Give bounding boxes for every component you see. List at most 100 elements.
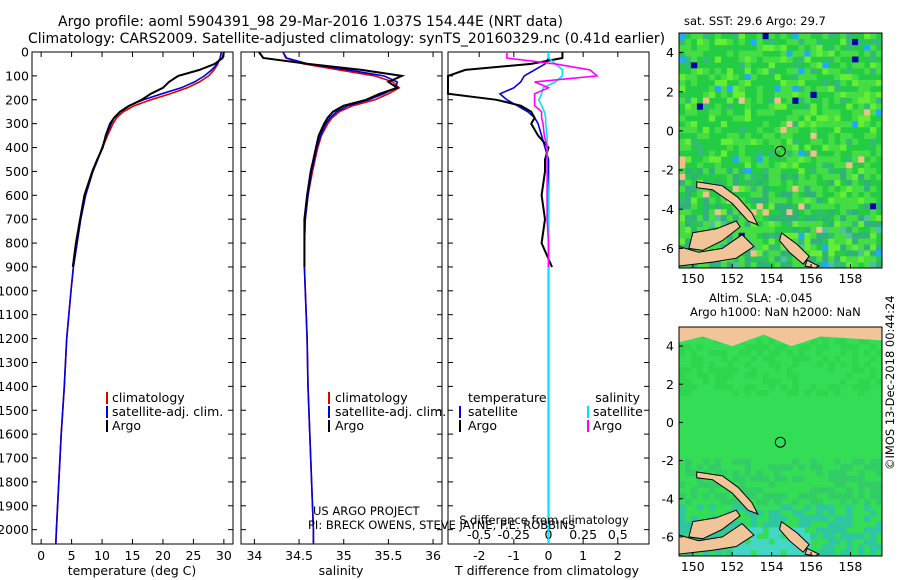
map-cell	[792, 121, 799, 128]
map-cell	[685, 103, 692, 110]
map-cell	[780, 515, 787, 522]
map-cell	[696, 226, 704, 234]
map-cell	[822, 244, 829, 251]
x-tick-label: 158	[839, 559, 863, 574]
map-cell	[744, 56, 751, 63]
map-cell	[870, 97, 877, 104]
map-cell	[852, 355, 859, 362]
map-cell	[816, 464, 823, 471]
map-cell	[762, 344, 769, 351]
map-cell	[810, 238, 817, 245]
map-cell	[876, 378, 883, 385]
map-cell	[744, 68, 751, 75]
map-cell	[864, 85, 871, 93]
x-tick-label: 35.5	[374, 548, 402, 563]
map-cell	[768, 191, 775, 198]
map-cell	[750, 367, 757, 374]
map-cell	[834, 527, 841, 534]
map-cell	[750, 38, 757, 46]
map-cell	[876, 38, 883, 46]
map-cell	[702, 168, 710, 175]
map-cell	[822, 215, 829, 222]
map-cell	[798, 521, 805, 528]
map-cell	[786, 156, 793, 163]
map-cell	[786, 138, 793, 145]
map-cell	[810, 458, 817, 465]
map-cell	[798, 50, 805, 57]
map-cell	[804, 344, 811, 351]
map-cell	[828, 510, 835, 517]
map-cell	[690, 68, 698, 75]
map-cell	[702, 226, 710, 234]
map-cell	[720, 138, 728, 145]
map-cell	[810, 498, 817, 505]
map-cell	[780, 50, 787, 57]
map-cell	[744, 544, 751, 551]
map-cell	[780, 203, 787, 210]
argo-position-marker	[774, 145, 786, 157]
map-cell	[774, 510, 781, 517]
map-cell	[744, 344, 751, 351]
map-cell	[720, 493, 728, 499]
map-cell	[870, 367, 877, 374]
map-cell	[768, 527, 775, 534]
map-cell	[846, 504, 853, 511]
map-cell	[870, 132, 877, 140]
map-cell	[786, 97, 793, 104]
legend-header-temperature: temperature	[468, 390, 547, 405]
map-cell	[858, 197, 865, 204]
map-cell	[756, 470, 763, 477]
map-cell	[822, 203, 829, 210]
map-cell	[744, 250, 751, 257]
map-cell	[744, 510, 751, 517]
map-cell	[870, 80, 877, 87]
map-cell	[744, 226, 751, 234]
map-cell	[816, 138, 823, 145]
map-cell	[846, 256, 853, 263]
map-cell	[679, 156, 686, 163]
map-cell	[732, 458, 739, 465]
map-cell	[732, 215, 739, 222]
map-cell	[870, 550, 877, 557]
x-tick-label: 25	[185, 548, 201, 563]
map-cell	[792, 215, 799, 222]
map-cell	[738, 481, 745, 488]
y-tick-label: -6	[662, 529, 675, 544]
map-cell	[768, 168, 775, 175]
map-cell	[762, 33, 769, 40]
map-cell	[768, 244, 775, 251]
map-cell	[702, 132, 710, 140]
x-tick-label: 36	[425, 548, 441, 563]
map-cell	[685, 527, 692, 534]
map-cell	[876, 174, 883, 181]
map-cell	[685, 38, 692, 46]
map-cell	[732, 138, 739, 145]
map-cell	[858, 250, 865, 257]
map-cell	[714, 56, 722, 63]
map-cell	[774, 538, 781, 545]
map-cell	[679, 44, 686, 51]
map-frame	[678, 32, 883, 269]
map-cell	[685, 226, 692, 234]
map-cell	[816, 515, 823, 522]
salinity-panel	[240, 51, 443, 545]
map-cell	[876, 250, 883, 257]
map-cell	[804, 203, 811, 210]
map-cell	[852, 458, 859, 465]
map-cell	[822, 544, 829, 551]
map-cell	[786, 144, 793, 151]
map-cell	[690, 74, 698, 81]
land-mass	[688, 509, 741, 540]
map-cell	[798, 185, 805, 192]
map-cell	[762, 355, 769, 362]
map-cell	[768, 510, 775, 517]
map-cell	[720, 209, 728, 216]
map-cell	[679, 384, 686, 391]
map-cell	[810, 50, 817, 57]
map-cell	[720, 470, 728, 477]
map-cell	[732, 544, 739, 551]
depth-tick-label: 700	[5, 212, 29, 227]
map-cell	[816, 262, 823, 269]
map-cell	[870, 68, 877, 75]
map-cell	[679, 97, 686, 104]
